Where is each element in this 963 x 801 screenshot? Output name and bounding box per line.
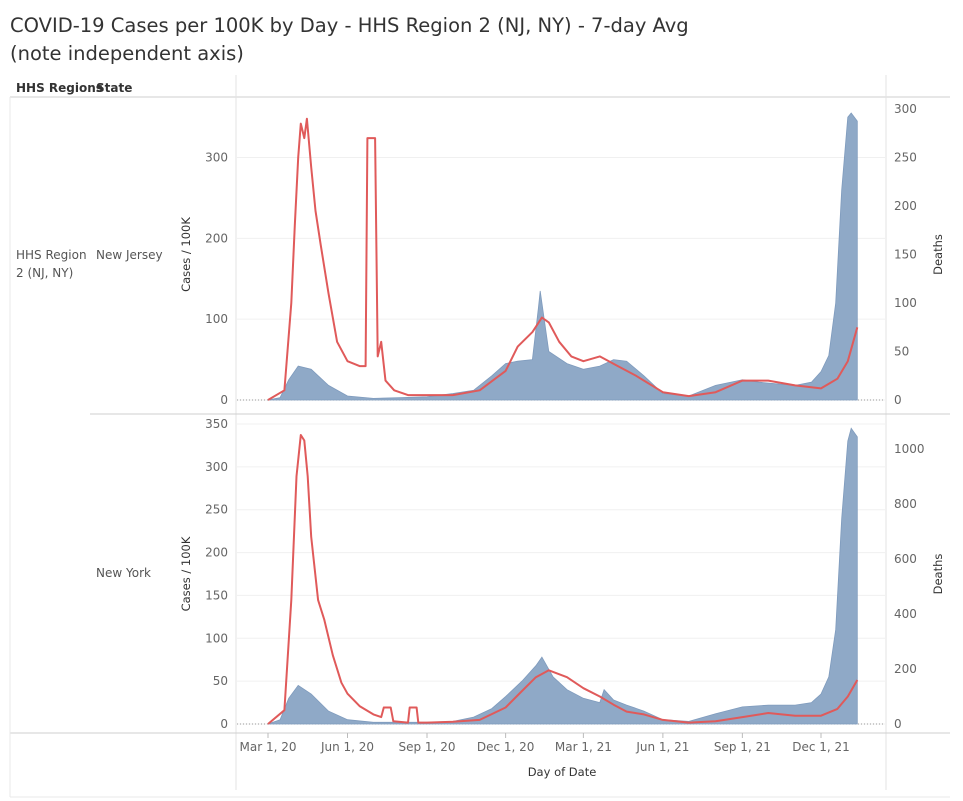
y-tick-label: 0 <box>220 717 228 731</box>
x-tick-label: Jun 1, 20 <box>320 740 374 754</box>
cases-area-series <box>267 112 858 401</box>
y-axis-title: Cases / 100K <box>179 217 193 292</box>
y2-tick-label: 0 <box>894 717 902 731</box>
y2-tick-label: 400 <box>894 607 917 621</box>
y-tick-label: 100 <box>205 312 228 326</box>
y-axis-title: Cases / 100K <box>179 536 193 611</box>
y2-tick-label: 600 <box>894 552 917 566</box>
region-label: HHS Region 2 (NJ, NY) <box>16 248 87 280</box>
y2-tick-label: 150 <box>894 248 917 262</box>
deaths-line-series <box>267 117 859 401</box>
y2-tick-label: 200 <box>894 662 917 676</box>
chart-title: COVID-19 Cases per 100K by Day - HHS Reg… <box>10 14 689 65</box>
y-tick-label: 350 <box>205 417 228 431</box>
y2-tick-label: 0 <box>894 393 902 407</box>
y-tick-label: 50 <box>213 674 228 688</box>
x-tick-label: Dec 1, 20 <box>477 740 535 754</box>
x-axis-title: Day of Date <box>528 765 597 779</box>
panel-new-jersey: 0 100 200 300 0 50 100 150 200 250 300 Cases / 100K… <box>179 102 945 407</box>
x-tick-label: Dec 1, 21 <box>792 740 850 754</box>
x-tick-label: Mar 1, 20 <box>240 740 297 754</box>
y-tick-label: 200 <box>205 231 228 245</box>
y2-tick-label: 50 <box>894 345 909 359</box>
y2-axis-title: Deaths <box>931 554 945 595</box>
y-tick-label: 200 <box>205 546 228 560</box>
y-tick-label: 0 <box>220 393 228 407</box>
y2-tick-label: 800 <box>894 497 917 511</box>
x-tick-label: Sep 1, 21 <box>714 740 771 754</box>
x-tick-label: Jun 1, 21 <box>635 740 689 754</box>
x-tick-label: Sep 1, 20 <box>399 740 456 754</box>
state-label-ny: New York <box>96 566 151 580</box>
y2-tick-label: 250 <box>894 151 917 165</box>
y-tick-label: 300 <box>205 460 228 474</box>
cases-area-series <box>267 427 858 725</box>
x-tick-label: Mar 1, 21 <box>555 740 612 754</box>
deaths-line-series <box>267 434 859 725</box>
y2-tick-label: 1000 <box>894 442 925 456</box>
y-tick-label: 100 <box>205 631 228 645</box>
y-tick-label: 300 <box>205 151 228 165</box>
state-label-nj: New Jersey <box>96 248 163 262</box>
y2-tick-label: 100 <box>894 296 917 310</box>
y2-tick-label: 200 <box>894 199 917 213</box>
y-tick-label: 150 <box>205 588 228 602</box>
y2-tick-label: 300 <box>894 102 917 116</box>
header-state: State <box>96 81 133 95</box>
panel-new-york: 0 50 100 150 200 250 300 350 0 200 400 600 800 1000 Ca… <box>179 417 945 731</box>
y-tick-label: 250 <box>205 503 228 517</box>
header-hhs-regions: HHS Regions <box>16 81 103 95</box>
y2-axis-title: Deaths <box>931 234 945 275</box>
